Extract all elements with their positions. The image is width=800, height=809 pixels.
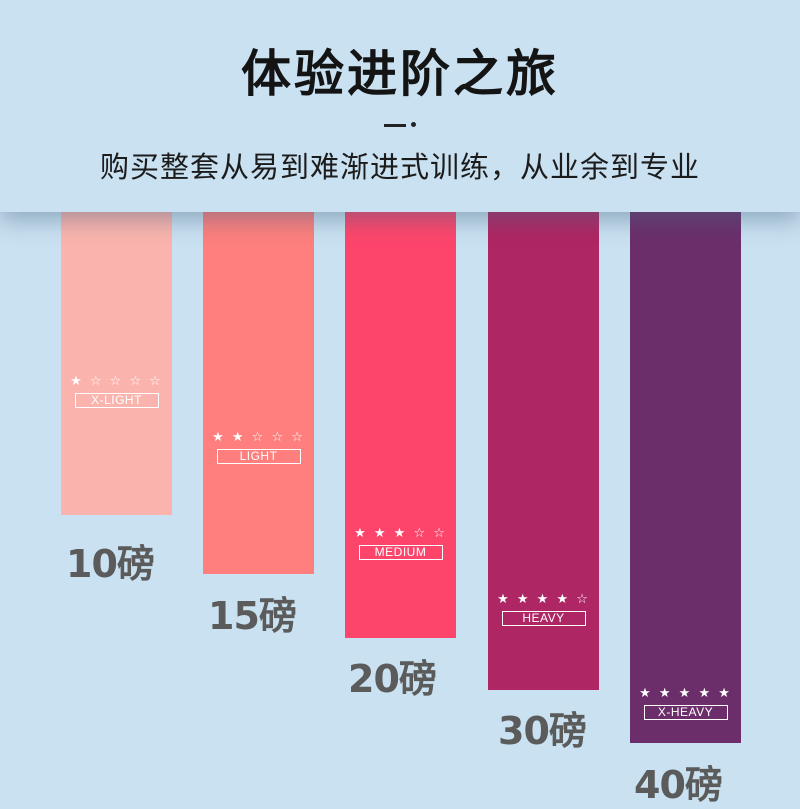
divider-dash [384, 124, 406, 127]
band-x-heavy: ★ ★ ★ ★ ★ X-HEAVY [630, 200, 741, 743]
band-label: ★ ☆ ☆ ☆ ☆ X-LIGHT [61, 375, 172, 408]
band-label: ★ ★ ★ ★ ★ X-HEAVY [630, 687, 741, 720]
header: 体验进阶之旅 购买整套从易到难渐进式训练，从业余到专业 [0, 0, 800, 212]
level-badge: X-HEAVY [643, 705, 728, 720]
band-light: ★ ★ ☆ ☆ ☆ LIGHT [203, 200, 314, 574]
level-badge: LIGHT [216, 449, 301, 464]
page-subtitle: 购买整套从易到难渐进式训练，从业余到专业 [99, 150, 700, 184]
weight-label: 40磅 [634, 763, 723, 807]
weight-label: 15磅 [208, 594, 297, 638]
level-badge: HEAVY [501, 611, 586, 626]
level-badge: MEDIUM [358, 545, 443, 560]
page-title: 体验进阶之旅 [241, 45, 559, 103]
weight-label: 20磅 [348, 657, 437, 701]
rating-stars: ★ ★ ☆ ☆ ☆ [212, 430, 305, 445]
rating-stars: ★ ★ ★ ★ ★ [639, 686, 732, 701]
weight-label: 10磅 [66, 542, 155, 586]
band-label: ★ ★ ☆ ☆ ☆ LIGHT [203, 431, 314, 464]
band-label: ★ ★ ★ ☆ ☆ MEDIUM [345, 527, 456, 560]
band-heavy: ★ ★ ★ ★ ☆ HEAVY [488, 200, 599, 690]
band-x-light: ★ ☆ ☆ ☆ ☆ X-LIGHT [61, 200, 172, 515]
divider-dot [411, 122, 416, 127]
level-badge: X-LIGHT [74, 393, 159, 408]
band-medium: ★ ★ ★ ☆ ☆ MEDIUM [345, 200, 456, 638]
rating-stars: ★ ★ ★ ★ ☆ [497, 592, 590, 607]
band-label: ★ ★ ★ ★ ☆ HEAVY [488, 593, 599, 626]
rating-stars: ★ ☆ ☆ ☆ ☆ [70, 374, 163, 389]
weight-label: 30磅 [498, 709, 587, 753]
rating-stars: ★ ★ ★ ☆ ☆ [354, 526, 447, 541]
